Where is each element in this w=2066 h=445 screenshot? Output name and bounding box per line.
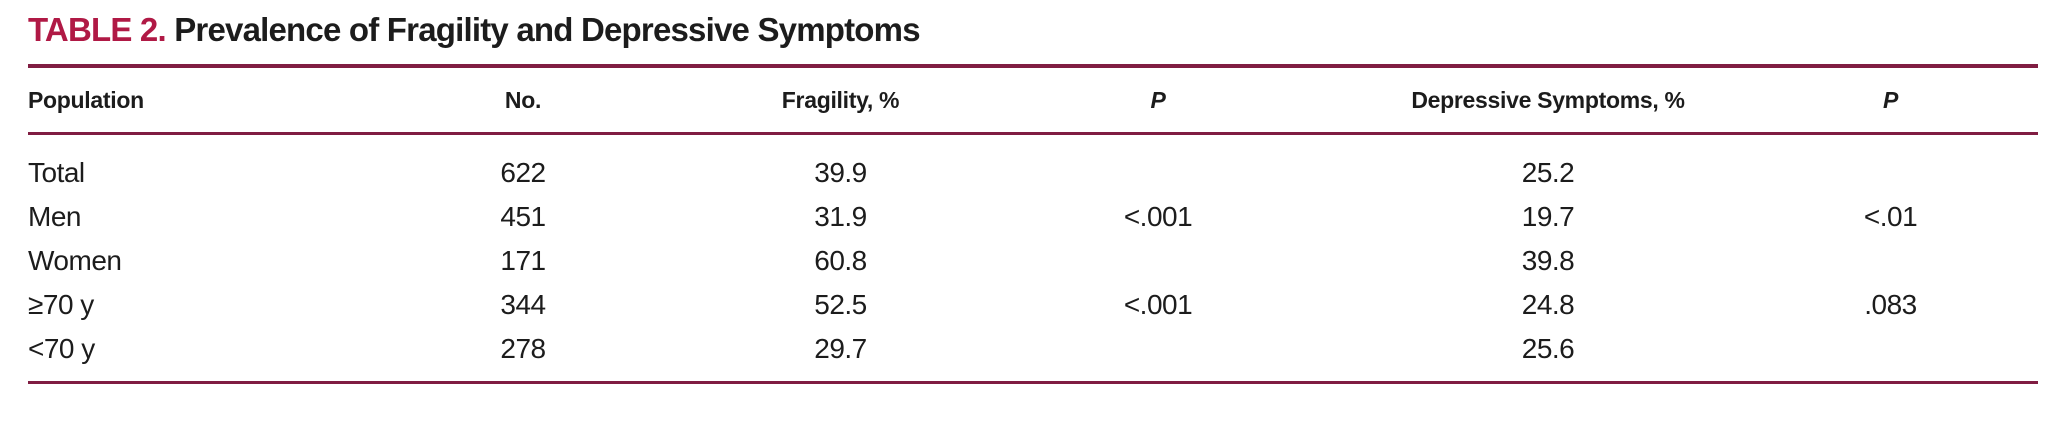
cell-no: 344 xyxy=(500,289,546,320)
header-row: Population No. Fragility, % P Depressive… xyxy=(28,66,2038,135)
cell-p-depressive: .083 xyxy=(1864,289,1917,320)
table-row: Women 171 60.8 39.8 xyxy=(28,239,2038,283)
col-header-population: Population xyxy=(28,66,328,135)
cell-population: <70 y xyxy=(28,333,95,364)
cell-population: Women xyxy=(28,245,122,276)
cell-no: 451 xyxy=(500,201,546,232)
table-caption: TABLE 2. Prevalence of Fragility and Dep… xyxy=(28,8,2038,52)
cell-fragility: 29.7 xyxy=(814,333,867,364)
cell-p-fragility: <.001 xyxy=(1123,289,1193,320)
cell-population: Total xyxy=(28,157,85,188)
col-header-p-depressive: P xyxy=(1743,66,2038,135)
cell-fragility: 52.5 xyxy=(814,289,867,320)
cell-no: 622 xyxy=(500,157,546,188)
table-row: <70 y 278 29.7 25.6 xyxy=(28,327,2038,383)
table-row: Total 622 39.9 25.2 xyxy=(28,134,2038,196)
col-header-no: No. xyxy=(328,66,718,135)
cell-p-fragility xyxy=(963,134,1353,196)
col-header-depressive: Depressive Symptoms, % xyxy=(1353,66,1743,135)
table-row: Men 451 31.9 <.001 19.7 <.01 xyxy=(28,195,2038,239)
cell-depressive: 25.6 xyxy=(1521,333,1575,364)
cell-fragility: 60.8 xyxy=(814,245,867,276)
data-table: Population No. Fragility, % P Depressive… xyxy=(28,64,2038,384)
table-title: Prevalence of Fragility and Depressive S… xyxy=(174,11,920,48)
cell-p-depressive xyxy=(1743,134,2038,196)
cell-fragility: 31.9 xyxy=(814,201,867,232)
table-label: TABLE 2. xyxy=(28,11,167,48)
cell-fragility: 39.9 xyxy=(814,157,867,188)
cell-p-fragility xyxy=(963,239,1353,283)
cell-depressive: 24.8 xyxy=(1521,289,1575,320)
cell-p-depressive xyxy=(1743,239,2038,283)
cell-no: 278 xyxy=(500,333,546,364)
cell-population: ≥70 y xyxy=(28,289,94,320)
col-header-fragility: Fragility, % xyxy=(718,66,963,135)
table-container: TABLE 2. Prevalence of Fragility and Dep… xyxy=(28,8,2038,384)
cell-depressive: 25.2 xyxy=(1521,157,1575,188)
table-row: ≥70 y 344 52.5 <.001 24.8 .083 xyxy=(28,283,2038,327)
cell-p-fragility: <.001 xyxy=(1123,201,1193,232)
cell-p-depressive xyxy=(1743,327,2038,383)
cell-p-fragility xyxy=(963,327,1353,383)
cell-population: Men xyxy=(28,201,81,232)
cell-depressive: 19.7 xyxy=(1521,201,1575,232)
col-header-p-fragility: P xyxy=(963,66,1353,135)
cell-p-depressive: <.01 xyxy=(1863,201,1918,232)
cell-no: 171 xyxy=(500,245,546,276)
cell-depressive: 39.8 xyxy=(1521,245,1575,276)
